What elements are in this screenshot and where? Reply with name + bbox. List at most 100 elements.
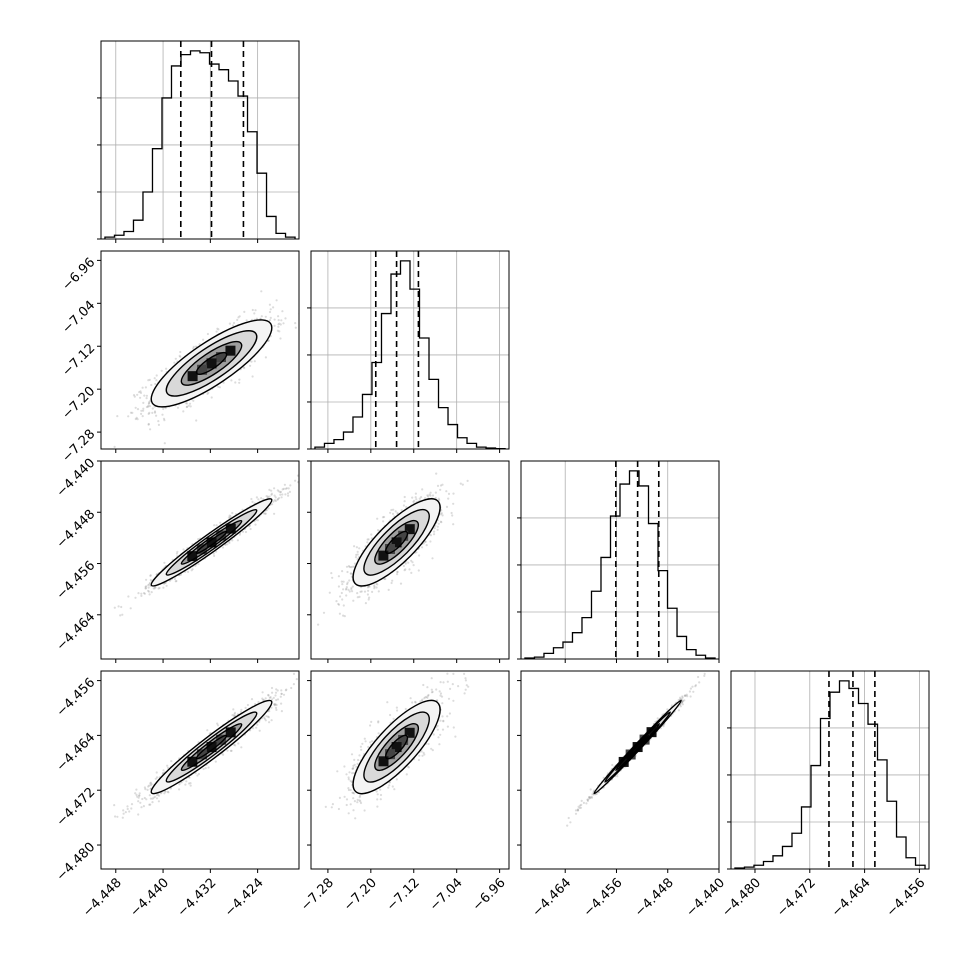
sample-point [447,498,449,500]
sample-point [253,312,255,314]
sample-point [392,513,394,515]
sample-point [338,585,340,587]
sample-point [367,593,369,595]
sample-point [265,316,267,318]
sample-point [278,497,280,499]
sample-point [370,533,372,535]
sample-point [451,514,453,516]
sample-point [213,524,215,526]
sample-point [270,317,272,319]
sample-point [365,602,367,604]
sample-point [346,571,348,573]
sample-point [130,807,132,809]
sample-point [368,598,370,600]
sample-point [373,586,375,588]
sample-point [350,572,352,574]
sample-point [164,442,166,444]
sample-point [145,587,147,589]
sample-point [146,406,148,408]
sample-point [262,691,264,693]
sample-point [329,592,331,594]
sample-point [451,512,453,514]
sample-point [175,580,177,582]
sample-point [121,614,123,616]
sample-point [433,531,435,533]
sample-point [118,605,120,607]
sample-point [353,545,355,547]
sample-point [245,531,247,533]
sample-point [320,453,322,455]
sample-point [143,395,145,397]
sample-point [271,719,273,721]
sample-point [231,512,233,514]
sample-point [395,510,397,512]
sample-point [122,817,124,819]
sample-point [148,424,150,426]
sample-point [348,565,350,567]
sample-point [462,484,464,486]
sample-point [147,590,149,592]
sample-point [418,554,420,556]
sample-point [352,600,354,602]
sample-point [356,592,358,594]
sample-point [389,512,391,514]
sample-point [460,483,462,485]
sample-point [335,600,337,602]
sample-point [151,801,153,803]
sample-point [182,548,184,550]
sample-point [260,497,262,499]
sample-point [186,402,188,404]
sample-point [366,541,368,543]
sample-point [301,311,303,313]
sample-point [341,570,343,572]
sample-point [151,412,153,414]
sample-point [383,516,385,518]
sample-point [163,562,165,564]
sample-point [339,595,341,597]
scatter-panel-1-3 [97,453,322,663]
sample-point [452,503,454,505]
sample-point [382,520,384,522]
sample-point [114,607,116,609]
sample-point [195,419,197,421]
sample-point [149,582,151,584]
sample-point [158,587,160,589]
sample-point [281,496,283,498]
sample-point [396,573,398,575]
sample-point [215,761,217,763]
sample-point [384,578,386,580]
sample-point [190,405,192,407]
sample-point [142,408,144,410]
sample-point [341,592,343,594]
sample-point [356,546,358,548]
panel-background [101,41,299,239]
sample-point [187,571,189,573]
sample-point [345,594,347,596]
sample-point [438,498,440,500]
sample-point [438,523,440,525]
sample-point [261,315,263,317]
sample-point [287,495,289,497]
sample-point [265,513,267,515]
sample-point [140,593,142,595]
sample-point [271,493,273,495]
sample-point [418,569,420,571]
sample-point [157,420,159,422]
sample-point [163,418,165,420]
sample-point [405,506,407,508]
sample-point [432,494,434,496]
sample-point [435,492,437,494]
sample-point [137,592,139,594]
sample-point [400,583,402,585]
sample-point [288,487,290,489]
sample-point [429,540,431,542]
sample-point [162,769,164,771]
sample-point [426,544,428,546]
sample-point [408,568,410,570]
sample-point [404,568,406,570]
sample-point [137,418,139,420]
sample-point [152,407,154,409]
sample-point [114,446,116,448]
sample-point [155,379,157,381]
sample-point [182,410,184,412]
